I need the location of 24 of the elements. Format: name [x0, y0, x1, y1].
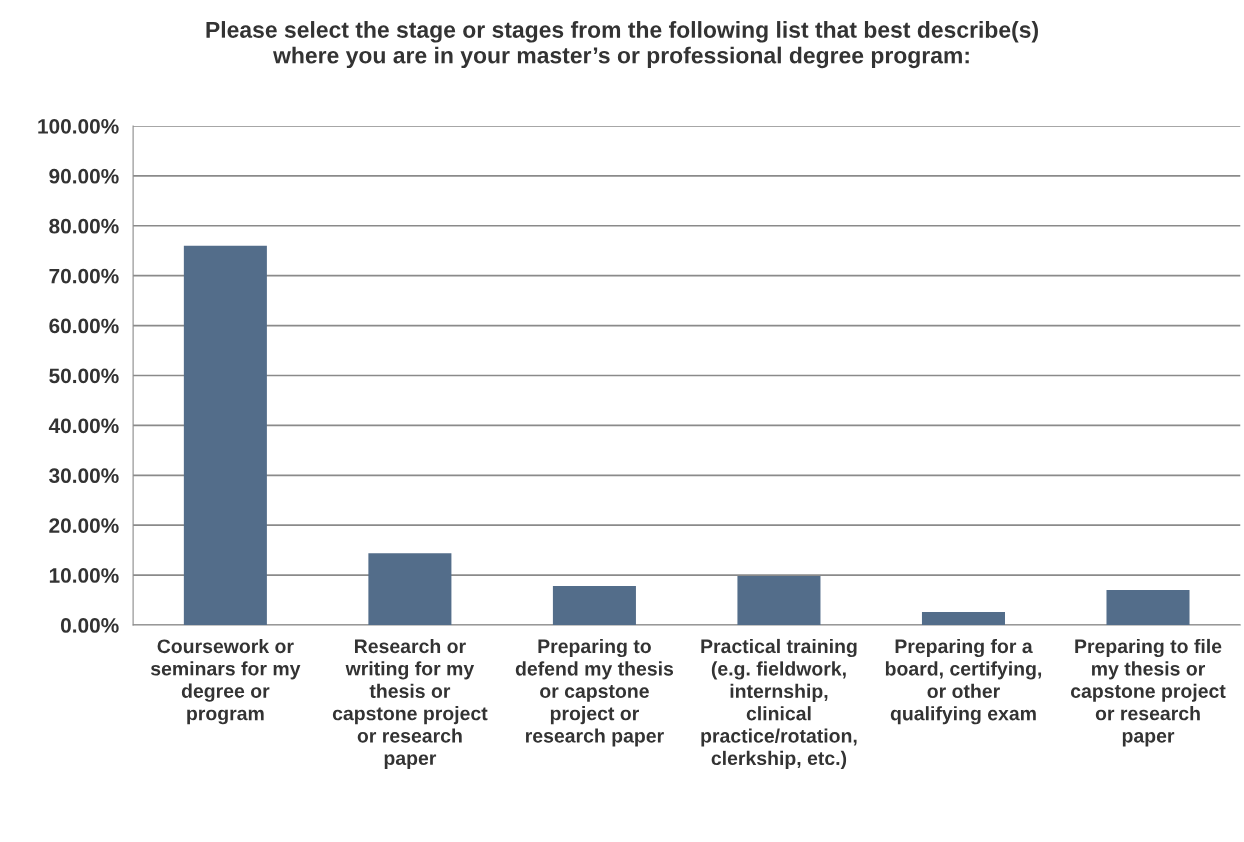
y-tick-label: 0.00% — [60, 618, 119, 633]
y-tick-label: 90.00% — [49, 168, 119, 184]
y-tick-label: 50.00% — [49, 368, 119, 384]
bar — [368, 553, 452, 626]
y-tick-label: 10.00% — [49, 568, 119, 583]
bar — [183, 245, 267, 626]
chart-title: Please select the stage or stages from the following list that best describe(s) where you are in your master’s or professional degree program: — [206, 21, 1038, 69]
bar — [921, 612, 1005, 626]
y-tick-label: 40.00% — [48, 418, 119, 434]
x-tick-label: Preparing to defend my thesis or capstone project or research paper — [515, 638, 674, 747]
bar — [737, 576, 821, 626]
x-tick-label: Practical training (e.g. fieldwork, internship, clinical practice/rotation, clerkship, etc.) — [701, 638, 857, 769]
y-tick-label: 70.00% — [49, 268, 119, 284]
bar — [1106, 590, 1190, 626]
x-tick-label: Research or writing for my thesis or capstone project or research paper — [332, 638, 488, 769]
x-tick-label: Coursework or seminars for my degree or program — [150, 638, 301, 725]
bar — [552, 586, 636, 626]
y-tick-label: 30.00% — [49, 468, 119, 484]
x-tick-label: Preparing to file my thesis or capstone project or research paper — [1070, 638, 1226, 747]
y-tick-label: 60.00% — [49, 318, 119, 334]
y-tick-label: 100.00% — [38, 118, 119, 134]
y-tick-label: 20.00% — [49, 518, 119, 533]
y-tick-label: 80.00% — [49, 218, 119, 234]
x-tick-label: Preparing for a board, certifying, or other qualifying exam — [885, 638, 1042, 725]
